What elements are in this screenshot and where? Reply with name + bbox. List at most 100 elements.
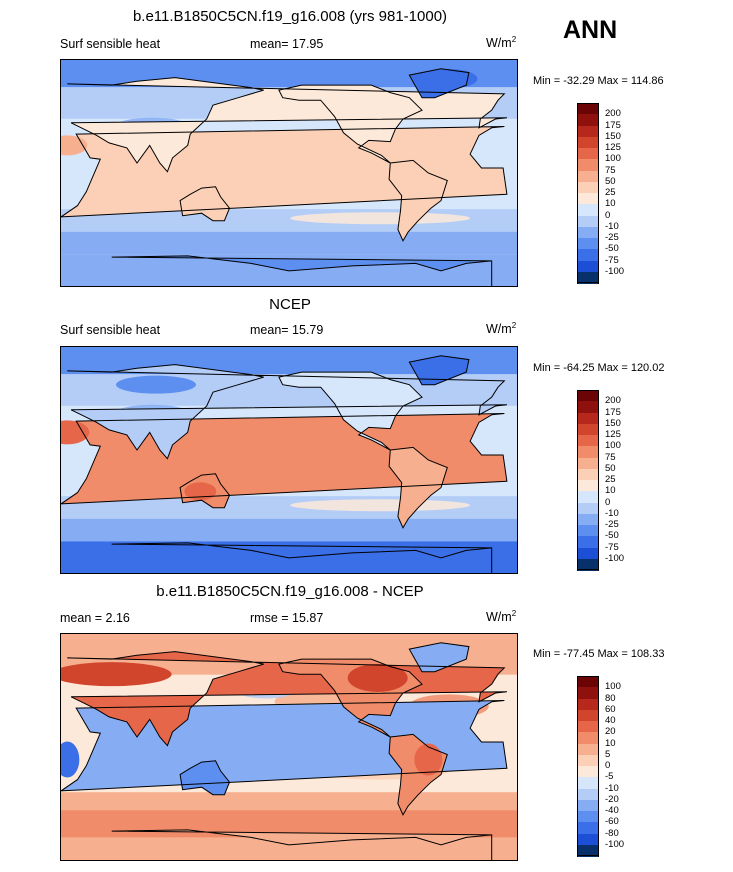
colorbar-label: 0 xyxy=(605,209,611,221)
panel-1-title: b.e11.B1850C5CN.f19_g16.008 (yrs 981-100… xyxy=(132,8,448,25)
season-label: ANN xyxy=(563,16,618,44)
colorbar-label: 125 xyxy=(605,429,621,440)
land-antarctica xyxy=(111,542,492,573)
colorbar-label: 10 xyxy=(605,198,616,210)
coastline-eurasia xyxy=(67,77,507,173)
land-greenland xyxy=(409,355,469,385)
coastline-australia xyxy=(179,760,231,796)
colorbar-label: -50 xyxy=(605,243,619,255)
field-band xyxy=(61,231,517,255)
coastline-antarctica xyxy=(111,255,493,286)
panel-2-mean: mean= 15.79 xyxy=(250,323,324,337)
colorbar-label: 80 xyxy=(605,692,616,704)
colorbar-label: 60 xyxy=(605,703,616,715)
colorbar-label: -10 xyxy=(605,782,619,794)
panel-3-minmax: Min = -77.45 Max = 108.33 xyxy=(533,648,665,660)
panel-1-mean: mean= 17.95 xyxy=(250,37,324,51)
panel-3-colorbar: 100 80 60 40 20 10 5 0 -5 -10 -20 -40 -60 -80 -100 xyxy=(577,676,624,857)
panel-1-minmax: Min = -32.29 Max = 114.86 xyxy=(533,75,664,87)
colorbar-label: 200 xyxy=(605,108,621,120)
panel-2-colorbar: 200 175 150 125 100 75 50 25 10 0 -10 -25 -50 -75 -100 xyxy=(577,390,624,571)
colorbar-label: 25 xyxy=(605,474,616,485)
colorbar-label: -40 xyxy=(605,805,619,816)
colorbar-label: 10 xyxy=(605,485,616,497)
coastline-africa xyxy=(61,413,508,505)
coastline-samerica xyxy=(388,733,448,816)
colorbar-label: -60 xyxy=(605,816,619,828)
field-blob xyxy=(61,741,80,778)
field-blob xyxy=(417,68,478,89)
land-greenland xyxy=(409,642,469,672)
coastline-australia xyxy=(179,473,231,509)
panel-1-colorbar: 200 175 150 125 100 75 50 25 10 0 -10 -25 -50 -75 -100 xyxy=(577,103,624,284)
land-namerica xyxy=(278,372,422,450)
coastline-namerica xyxy=(278,371,423,451)
colorbar-label: 200 xyxy=(605,395,621,407)
colorbar-label: -10 xyxy=(605,507,619,519)
colorbar-label: -50 xyxy=(605,530,619,542)
colorbar-label: 20 xyxy=(605,726,616,738)
coastline-eurasia xyxy=(67,651,507,747)
colorbar-label: 50 xyxy=(605,462,616,474)
panel-3-title: b.e11.B1850C5CN.f19_g16.008 - NCEP xyxy=(156,583,424,600)
colorbar-frame xyxy=(577,390,599,570)
colorbar-label: 125 xyxy=(605,142,621,153)
field-blob xyxy=(61,420,90,445)
colorbar-label: 10 xyxy=(605,737,616,749)
field-blob xyxy=(414,743,443,776)
colorbar-label: 50 xyxy=(605,175,616,187)
land-namerica xyxy=(278,85,422,163)
panel-2-map xyxy=(60,346,518,574)
coastline-greenland xyxy=(408,642,470,673)
panel-2-variable: Surf sensible heat xyxy=(60,323,161,337)
colorbar-label: 5 xyxy=(605,748,611,760)
colorbar-label: 100 xyxy=(605,681,621,693)
colorbar-label: 100 xyxy=(605,153,621,165)
panel-1-units: W/m2 xyxy=(486,35,517,51)
coastline-samerica xyxy=(388,159,448,242)
panel-3-mean: mean = 2.16 xyxy=(60,611,130,625)
panel-1-variable: Surf sensible heat xyxy=(60,37,161,51)
land-australia xyxy=(180,186,230,221)
colorbar-label: 0 xyxy=(605,760,611,771)
panel-2-title: NCEP xyxy=(269,296,311,313)
coastline-antarctica xyxy=(111,542,493,573)
colorbar-label: -100 xyxy=(605,265,625,277)
coastline-namerica xyxy=(278,658,423,738)
coastline-namerica xyxy=(278,84,423,164)
field-band xyxy=(61,518,517,542)
colorbar-label: 150 xyxy=(605,130,621,142)
colorbar-label: -25 xyxy=(605,519,619,530)
colorbar-label: -75 xyxy=(605,254,619,266)
panel-2-units: W/m2 xyxy=(486,321,517,337)
panel-3-rmse: rmse = 15.87 xyxy=(250,611,324,625)
panel-1-map xyxy=(60,59,518,287)
coastline-eurasia xyxy=(67,364,507,460)
colorbar-label: -100 xyxy=(605,838,625,850)
field-blob xyxy=(61,135,88,156)
colorbar-label: -75 xyxy=(605,541,619,553)
field-blob xyxy=(61,662,172,687)
land-antarctica xyxy=(111,829,492,860)
coastline-antarctica xyxy=(111,829,493,860)
field-blob xyxy=(290,212,471,225)
colorbar-label: 150 xyxy=(605,417,621,429)
panel-3-map xyxy=(60,633,518,861)
coastline-samerica xyxy=(388,446,448,529)
colorbar-label: 75 xyxy=(605,451,616,463)
colorbar-label: -100 xyxy=(605,552,625,564)
colorbar-label: 175 xyxy=(605,119,621,131)
land-samerica xyxy=(389,447,448,528)
colorbar-label: -80 xyxy=(605,827,619,839)
field-blob xyxy=(116,375,196,394)
colorbar-label: -5 xyxy=(605,771,614,783)
field-blob xyxy=(347,663,408,692)
colorbar-frame xyxy=(577,676,599,856)
land-australia xyxy=(180,760,230,795)
colorbar-label: 100 xyxy=(605,440,621,452)
colorbar-label: 25 xyxy=(605,187,616,198)
colorbar-frame xyxy=(577,103,599,283)
coastline-africa xyxy=(61,126,508,218)
colorbar-label: -10 xyxy=(605,220,619,232)
land-samerica xyxy=(389,160,448,241)
